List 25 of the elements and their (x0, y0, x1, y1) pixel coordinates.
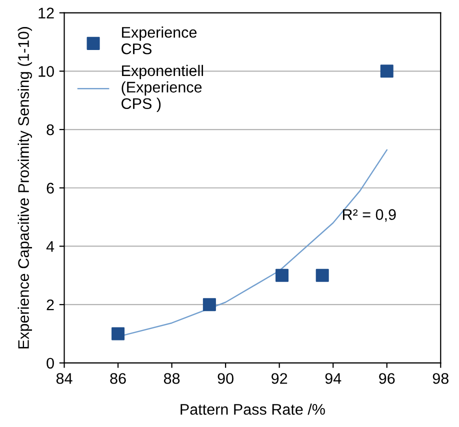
x-tick-label: 94 (325, 373, 342, 384)
y-tick-label: 10 (38, 66, 54, 77)
y-tick-label: 8 (46, 124, 54, 136)
point (316, 268, 329, 282)
annotation: R² = 0,9 (342, 209, 396, 222)
x-tick-label: 86 (110, 373, 126, 384)
y-tick-label: 6 (46, 182, 54, 194)
x-tick-label: 92 (272, 373, 288, 384)
y-tick-label: 0 (46, 358, 54, 369)
point (276, 268, 289, 282)
point (112, 327, 125, 340)
y-tick-label: 2 (46, 299, 54, 310)
x-tick-label: 84 (56, 373, 72, 384)
x-tick-label: 88 (164, 373, 180, 384)
x-tick-label: 96 (379, 373, 395, 384)
point (202, 298, 216, 312)
point (380, 64, 394, 78)
x-axis-title: Pattern Pass Rate /% (180, 404, 325, 415)
y-axis-title: Experience Capacitive Proximity Sensing (1-10) (18, 27, 32, 348)
x-tick-label: 90 (218, 373, 234, 384)
y-tick-label: 4 (46, 241, 54, 252)
legend-label: Experience CPS (122, 26, 197, 54)
x-tick-label: 98 (432, 373, 448, 384)
y-tick-label: 12 (38, 8, 54, 18)
legend-label: Exponentiell (Experience CPS ) (122, 64, 204, 112)
